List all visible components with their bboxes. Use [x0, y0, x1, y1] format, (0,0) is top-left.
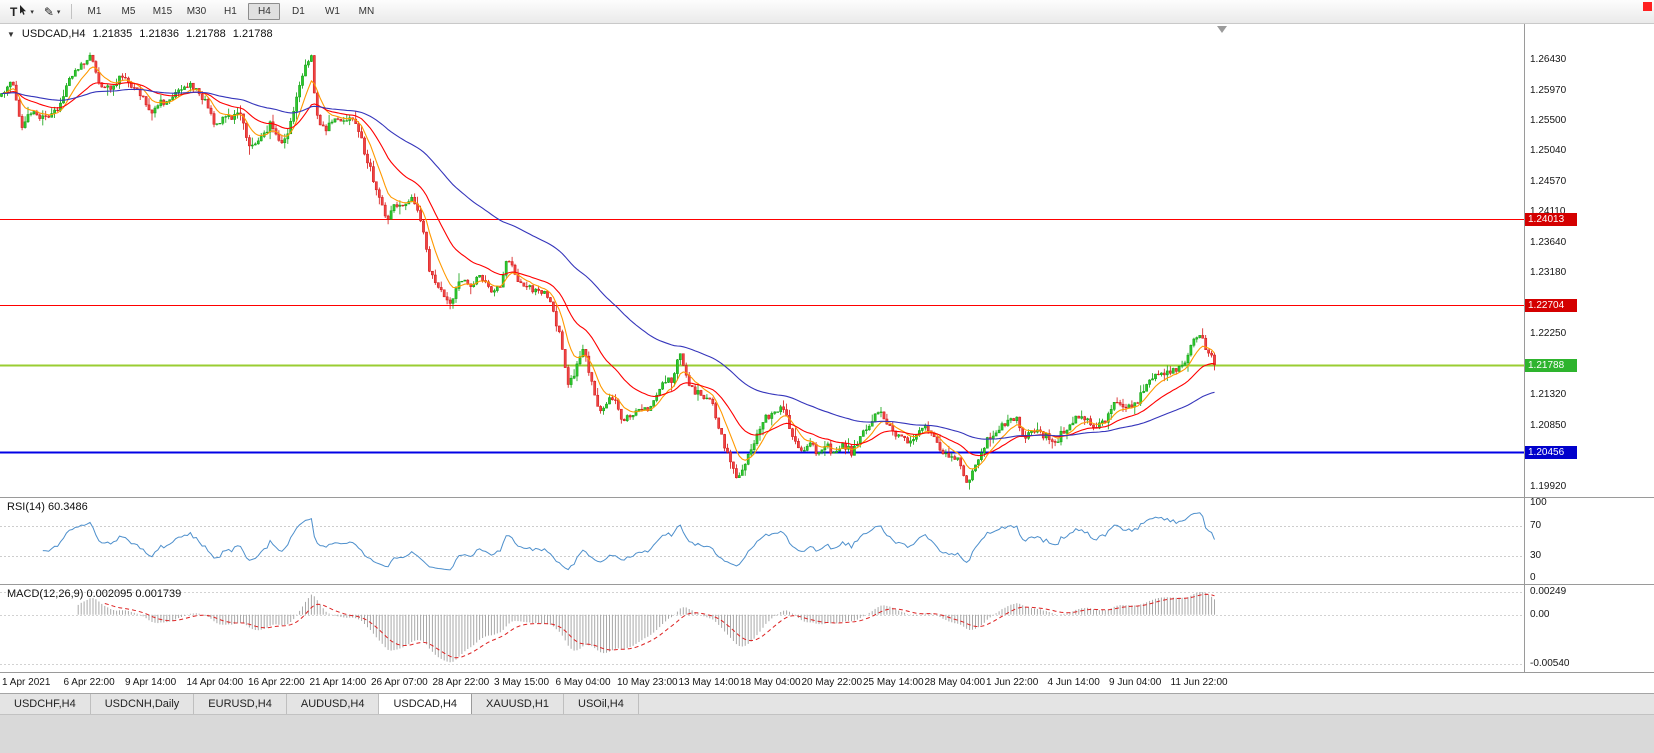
drawing-tool-button[interactable]: ✎ ▾	[39, 2, 66, 21]
text-tool-icon: T	[10, 4, 18, 19]
chevron-down-icon: ▾	[56, 8, 61, 16]
timeframe-button-group: M1 M5 M15 M30 H1 H4 D1 W1 MN	[78, 3, 382, 20]
cursor-arrow-icon	[19, 4, 27, 19]
price-scale-label: 1.20850	[1530, 420, 1567, 432]
time-axis-label: 20 May 22:00	[801, 677, 863, 688]
price-scale-label: 1.21320	[1530, 389, 1567, 401]
rsi-scale-label: 70	[1530, 519, 1542, 531]
time-axis-label: 6 Apr 22:00	[63, 677, 115, 688]
price-scale-label: 1.22250	[1530, 328, 1567, 340]
price-scale-label: 1.25970	[1530, 84, 1567, 96]
status-bar	[0, 714, 1654, 753]
toolbar-separator	[71, 4, 73, 19]
chart-tab-usdcad[interactable]: USDCAD,H4	[379, 694, 473, 715]
rsi-scale-label: 100	[1530, 497, 1547, 508]
timeframe-button-mn[interactable]: MN	[358, 6, 375, 17]
price-scale-label: 1.26430	[1530, 54, 1567, 66]
current-price-tag: 1.21788	[1525, 358, 1577, 372]
chart-tab-usoil[interactable]: USOil,H4	[564, 694, 639, 715]
ohlc-high: 1.21836	[139, 28, 180, 40]
rsi-indicator-label: RSI(14) 60.3486	[7, 501, 88, 513]
chart-symbol-title: USDCAD,H4	[21, 28, 86, 40]
time-axis-label: 3 May 15:00	[494, 677, 550, 688]
price-level-tag: 1.22704	[1525, 298, 1577, 312]
chart-tab-usdcnh[interactable]: USDCNH,Daily	[90, 694, 195, 715]
timeframe-button-h1[interactable]: H1	[224, 6, 237, 17]
macd-panel[interactable]	[0, 585, 1524, 672]
time-axis-label: 1 Apr 2021	[2, 677, 51, 688]
chart-tab-xauusd[interactable]: XAUUSD,H1	[472, 694, 564, 715]
text-tool-button[interactable]: T ▾	[5, 2, 39, 21]
ohlc-open: 1.21835	[92, 28, 133, 40]
rsi-scale-label: 30	[1530, 549, 1542, 561]
price-scale-label: 1.25040	[1530, 145, 1567, 157]
time-axis-label: 26 Apr 07:00	[371, 677, 428, 688]
time-axis-label: 1 Jun 22:00	[986, 677, 1039, 688]
chart-tab-bar: USDCHF,H4 USDCNH,Daily EURUSD,H4 AUDUSD,H4 U…	[0, 693, 1654, 715]
alert-indicator	[1643, 2, 1652, 11]
timeframe-button-m15[interactable]: M15	[152, 6, 173, 17]
chart-ohlc-header: ▼ USDCAD,H4 1.21835 1.21836 1.21788 1.21…	[7, 28, 273, 40]
symbol-panel-toggle-icon[interactable]: ▼	[7, 29, 15, 39]
macd-scale-label: -0.00540	[1530, 658, 1570, 669]
macd-indicator-label: MACD(12,26,9) 0.002095 0.001739	[7, 588, 182, 600]
price-axis[interactable]: 1.26430 1.25970 1.25500 1.25040 1.24570 1.241…	[1524, 23, 1654, 672]
time-axis-label: 9 Apr 14:00	[125, 677, 177, 688]
price-scale-label: 1.24570	[1530, 176, 1567, 188]
timeframe-button-h4[interactable]: H4	[248, 3, 281, 20]
chevron-down-icon: ▾	[30, 8, 34, 16]
timeframe-toolbar: T ▾ ✎ ▾ M1 M5 M15 M30 H1 H4 D1 W1 MN	[0, 0, 1654, 24]
time-axis-label: 9 Jun 04:00	[1109, 677, 1162, 688]
rsi-scale-label: 0	[1530, 572, 1536, 583]
macd-scale-label: 0.00	[1530, 608, 1550, 620]
time-axis-label: 14 Apr 04:00	[186, 677, 244, 688]
rsi-panel[interactable]	[0, 498, 1524, 584]
price-scale-label: 1.24110	[1530, 206, 1565, 217]
price-scale-label: 1.25500	[1530, 115, 1567, 127]
price-scale-label: 1.23640	[1530, 237, 1567, 249]
chart-tab-eurusd[interactable]: EURUSD,H4	[194, 694, 287, 715]
chart-tab-usdchf[interactable]: USDCHF,H4	[0, 694, 91, 715]
price-level-tag: 1.20456	[1525, 446, 1577, 460]
panel-splitter[interactable]	[0, 497, 1654, 498]
chart-tab-audusd[interactable]: AUDUSD,H4	[286, 694, 380, 715]
time-axis-label: 10 May 23:00	[617, 677, 678, 688]
timeframe-button-m1[interactable]: M1	[87, 6, 102, 17]
ohlc-close: 1.21788	[232, 28, 273, 40]
price-scale-label: 1.19920	[1530, 481, 1567, 493]
time-axis-label: 16 Apr 22:00	[248, 677, 305, 688]
chart-shift-marker	[1217, 26, 1227, 33]
timeframe-button-m5[interactable]: M5	[121, 6, 136, 17]
time-axis-label: 6 May 04:00	[555, 677, 611, 688]
timeframe-button-w1[interactable]: W1	[324, 6, 340, 17]
pencil-icon: ✎	[43, 4, 54, 19]
time-axis-label: 25 May 14:00	[863, 677, 924, 688]
timeframe-button-m30[interactable]: M30	[186, 6, 207, 17]
timeframe-button-d1[interactable]: D1	[292, 6, 305, 17]
time-axis-label: 28 May 04:00	[924, 677, 986, 688]
main-price-chart[interactable]	[0, 23, 1524, 497]
time-axis-label: 4 Jun 14:00	[1047, 677, 1100, 688]
time-axis-label: 21 Apr 14:00	[309, 677, 367, 688]
time-axis[interactable]: 1 Apr 2021 6 Apr 22:00 9 Apr 14:00 14 Apr 0…	[0, 672, 1654, 694]
price-level-tag: 1.24013	[1525, 212, 1577, 226]
time-axis-label: 18 May 04:00	[740, 677, 801, 688]
macd-scale-label: 0.00249	[1530, 586, 1567, 597]
panel-splitter[interactable]	[0, 584, 1654, 585]
ohlc-low: 1.21788	[186, 28, 226, 40]
time-axis-label: 13 May 14:00	[678, 677, 740, 688]
price-scale-label: 1.23180	[1530, 267, 1567, 279]
time-axis-label: 28 Apr 22:00	[432, 677, 490, 688]
time-axis-label: 11 Jun 22:00	[1170, 677, 1228, 688]
